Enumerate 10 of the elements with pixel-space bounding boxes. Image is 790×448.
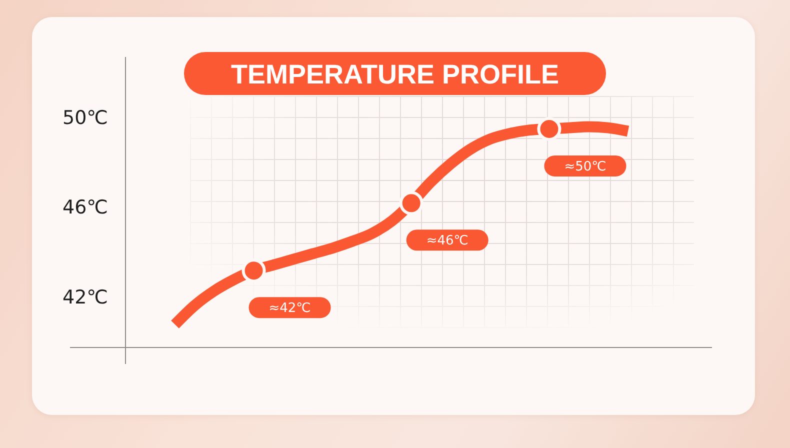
annotation: ≈50℃ [564, 159, 606, 174]
point [242, 258, 266, 283]
point [399, 191, 424, 216]
chart-title: TEMPERATURE PROFILE [230, 59, 560, 90]
point [537, 116, 562, 141]
y-tick-label: 42℃ [62, 286, 108, 309]
y-tick-label: 46℃ [62, 196, 108, 219]
annotation: ≈42℃ [268, 301, 311, 316]
y-tick-label: 50℃ [62, 106, 108, 129]
annotation: ≈46℃ [426, 234, 468, 249]
